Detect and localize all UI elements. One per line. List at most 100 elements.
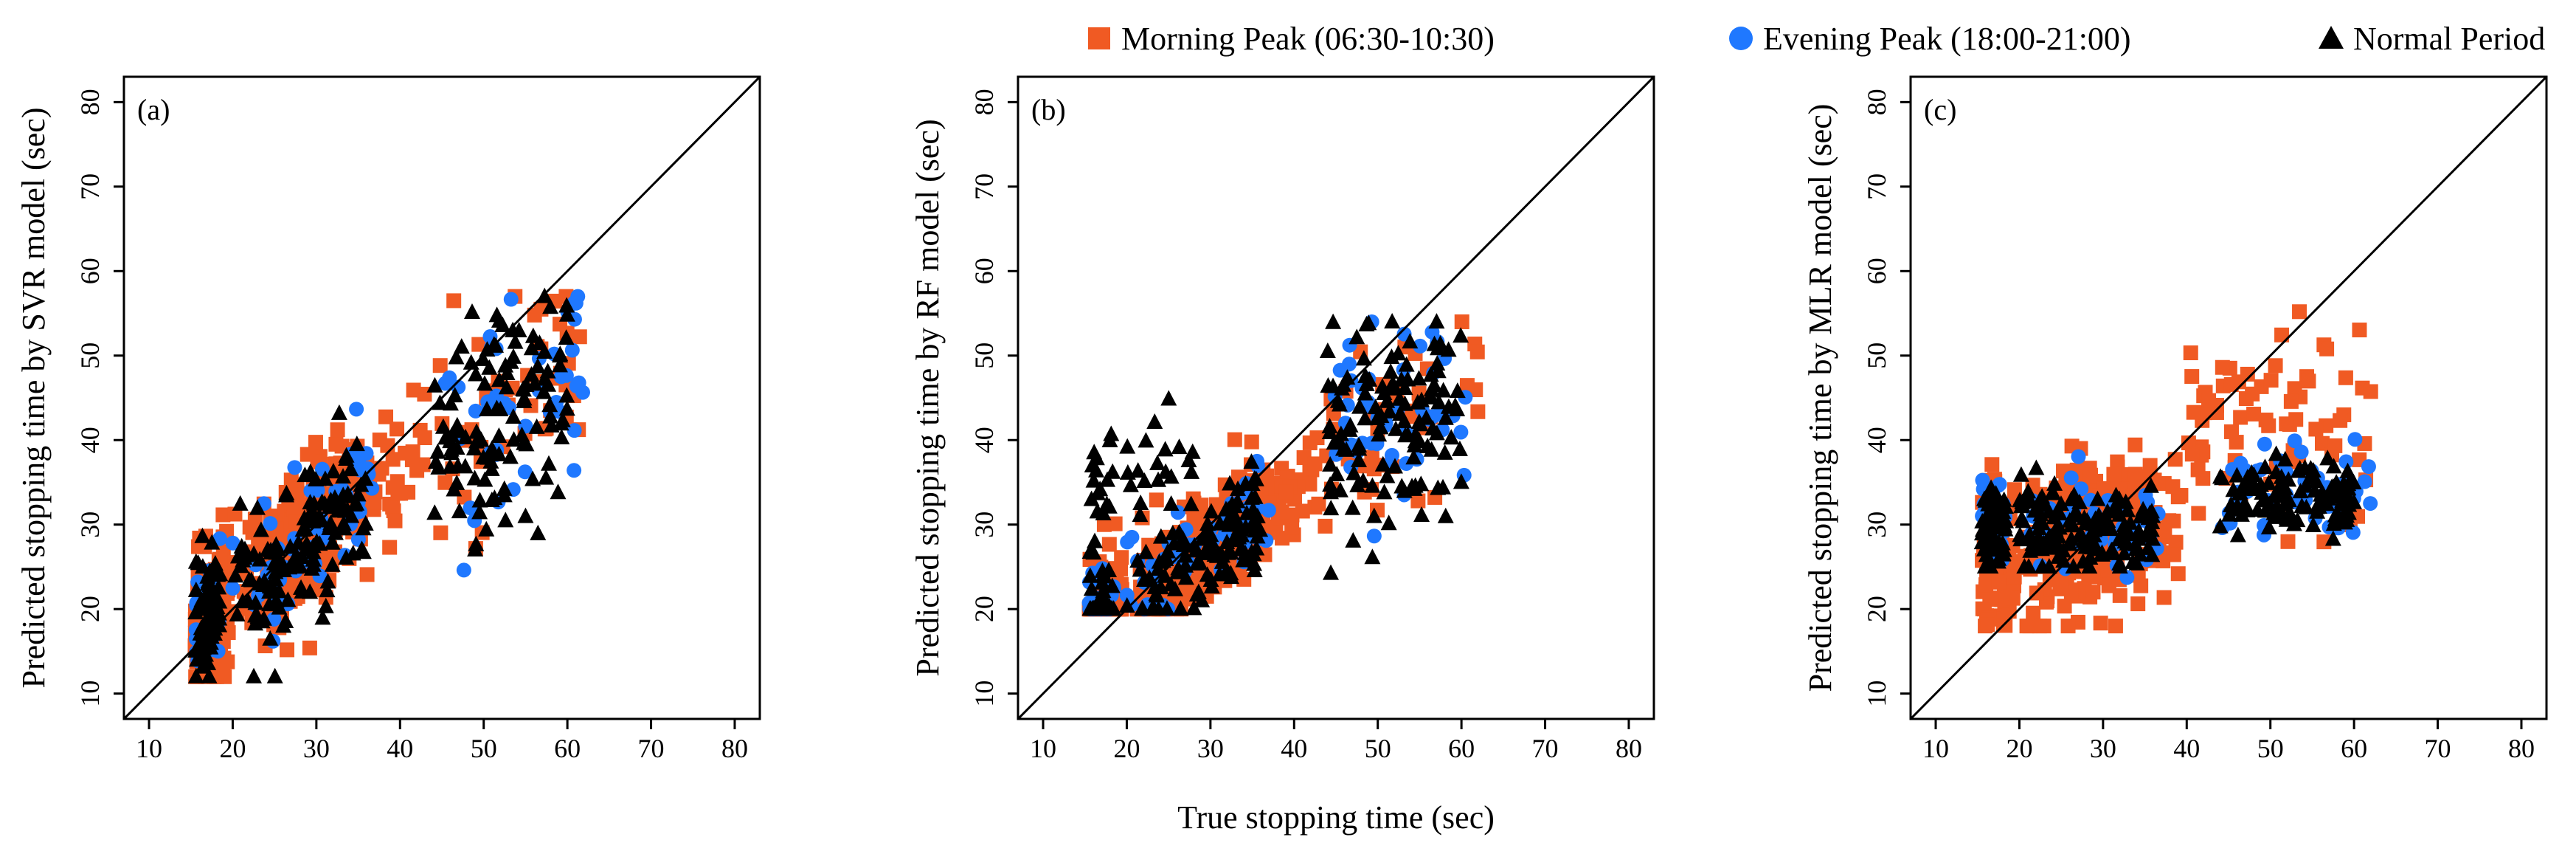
point-normal	[249, 608, 266, 624]
point-normal	[2212, 517, 2229, 534]
y-tick-label: 40	[969, 427, 999, 453]
point-normal	[330, 404, 347, 420]
point-normal	[1132, 506, 1149, 523]
point-normal	[497, 357, 514, 373]
point-normal	[325, 463, 342, 479]
point-morning	[2170, 566, 2186, 582]
point-evening	[1413, 338, 1428, 354]
x-tick-label: 10	[136, 734, 162, 763]
point-morning	[1302, 476, 1318, 492]
point-normal	[2032, 506, 2049, 522]
point-normal	[443, 441, 460, 457]
point-normal	[1322, 476, 1339, 492]
point-normal	[1246, 522, 1263, 538]
point-morning	[286, 501, 302, 517]
point-morning	[242, 520, 257, 535]
point-normal	[262, 630, 279, 646]
point-morning	[2096, 481, 2111, 496]
point-normal	[1246, 470, 1263, 486]
point-normal	[558, 306, 575, 322]
point-morning	[1984, 457, 2000, 472]
legend-item-morning: Morning Peak (06:30-10:30)	[1088, 21, 1495, 57]
point-normal	[2067, 504, 2084, 520]
point-normal	[1323, 500, 1340, 516]
point-normal	[1351, 451, 1368, 467]
point-morning	[437, 475, 453, 490]
x-tick-label: 30	[303, 734, 330, 763]
point-normal	[1166, 580, 1183, 596]
point-normal	[483, 491, 500, 507]
point-normal	[1092, 481, 1109, 497]
point-normal	[1322, 483, 1339, 500]
point-normal	[449, 457, 466, 473]
point-normal	[1219, 544, 1236, 560]
point-normal	[542, 298, 559, 314]
point-normal	[2021, 526, 2038, 542]
point-morning	[1274, 504, 1289, 520]
point-normal	[453, 338, 470, 354]
point-normal	[261, 596, 278, 612]
point-morning	[280, 642, 295, 658]
point-normal	[2015, 512, 2032, 528]
point-evening	[2357, 474, 2372, 489]
point-normal	[1157, 441, 1174, 457]
point-morning	[1311, 496, 1326, 512]
point-normal	[311, 535, 328, 551]
point-normal	[483, 440, 500, 456]
point-normal	[2111, 531, 2127, 547]
point-morning	[1307, 456, 1323, 472]
point-morning	[2054, 579, 2069, 595]
point-normal	[1101, 431, 1118, 447]
point-morning	[2057, 599, 2072, 614]
point-normal	[1358, 375, 1375, 391]
point-normal	[247, 594, 264, 610]
y-tick-label: 80	[75, 89, 105, 115]
point-normal	[1345, 531, 1362, 548]
point-morning	[2183, 345, 2198, 361]
point-normal	[468, 365, 485, 382]
point-evening	[2119, 570, 2135, 585]
point-normal	[1423, 441, 1440, 457]
point-normal	[1138, 432, 1154, 448]
point-normal	[206, 625, 223, 641]
point-normal	[505, 408, 522, 424]
point-normal	[553, 429, 570, 445]
point-morning	[2263, 373, 2279, 388]
point-normal	[2252, 476, 2269, 492]
point-normal	[271, 599, 288, 615]
point-normal	[1408, 425, 1424, 441]
point-normal	[2276, 450, 2293, 466]
point-normal	[2016, 557, 2033, 574]
x-tick-label: 10	[1030, 734, 1056, 763]
point-normal	[531, 334, 548, 351]
point-morning	[1991, 574, 2007, 590]
point-normal	[434, 418, 451, 434]
point-morning	[1469, 344, 1485, 359]
point-morning	[1364, 450, 1379, 465]
point-normal	[2214, 469, 2231, 486]
point-morning	[2215, 359, 2230, 375]
point-morning	[432, 358, 448, 373]
point-normal	[2012, 466, 2029, 482]
point-normal	[1247, 514, 1264, 530]
point-normal	[1202, 503, 1219, 519]
x-tick-label: 50	[1365, 734, 1391, 763]
point-normal	[317, 597, 334, 613]
point-morning	[359, 567, 375, 582]
point-normal	[471, 492, 488, 508]
point-normal	[2336, 495, 2353, 512]
legend-label-morning: Morning Peak (06:30-10:30)	[1121, 21, 1495, 57]
point-normal	[2119, 501, 2136, 517]
point-morning	[2167, 452, 2183, 467]
point-normal	[336, 520, 353, 536]
point-normal	[1331, 396, 1348, 412]
point-normal	[2223, 496, 2240, 512]
point-morning	[409, 463, 425, 478]
point-normal	[510, 322, 527, 338]
point-morning	[1114, 550, 1129, 565]
point-normal	[232, 495, 249, 511]
point-normal	[1989, 535, 2006, 551]
point-normal	[1319, 342, 1336, 359]
point-evening	[456, 562, 471, 578]
point-normal	[2065, 557, 2082, 574]
